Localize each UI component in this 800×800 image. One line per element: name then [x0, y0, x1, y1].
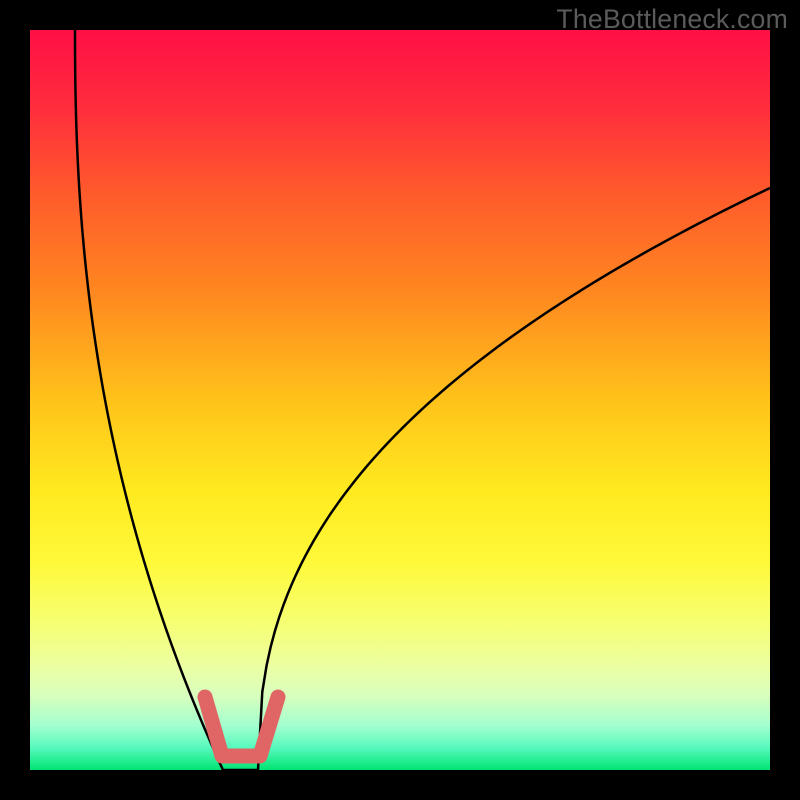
chart-stage: TheBottleneck.com	[0, 0, 800, 800]
plot-area	[30, 30, 770, 770]
bottleneck-chart-svg	[0, 0, 800, 800]
